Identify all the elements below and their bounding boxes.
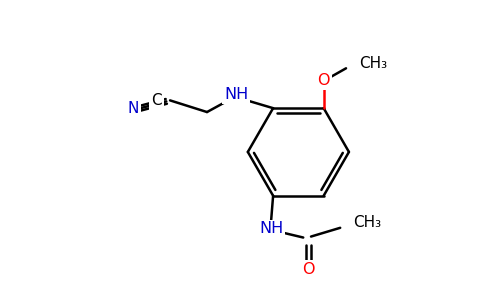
Text: CH₃: CH₃: [353, 215, 381, 230]
Text: CH₃: CH₃: [359, 56, 387, 71]
Text: O: O: [318, 74, 330, 88]
Text: NH: NH: [259, 221, 283, 236]
Text: N: N: [127, 101, 139, 116]
Text: NH: NH: [224, 87, 248, 102]
Text: C: C: [151, 93, 162, 108]
Text: O: O: [302, 262, 315, 277]
